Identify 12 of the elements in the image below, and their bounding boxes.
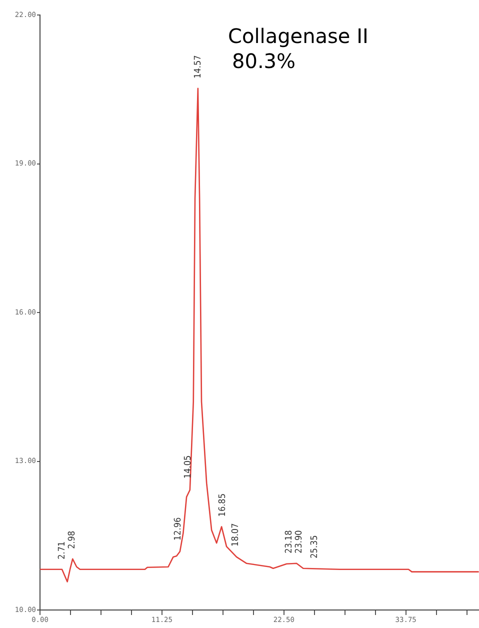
annotation: 25.35 — [310, 535, 320, 558]
annotation: 2.71 — [58, 541, 68, 560]
annotation: 18.07 — [231, 523, 242, 546]
annotation: 2.98 — [68, 530, 78, 549]
annotation: 14.57 — [193, 55, 204, 78]
annotation: Collagenase II — [228, 24, 368, 48]
annotation: 80.3% — [232, 49, 296, 74]
annotation: 14.05 — [183, 455, 194, 479]
annotation: 16.85 — [218, 494, 228, 517]
annotation: 12.96 — [173, 517, 184, 540]
annotation: 23.18 — [284, 530, 294, 554]
annotation: 23.90 — [294, 530, 304, 554]
